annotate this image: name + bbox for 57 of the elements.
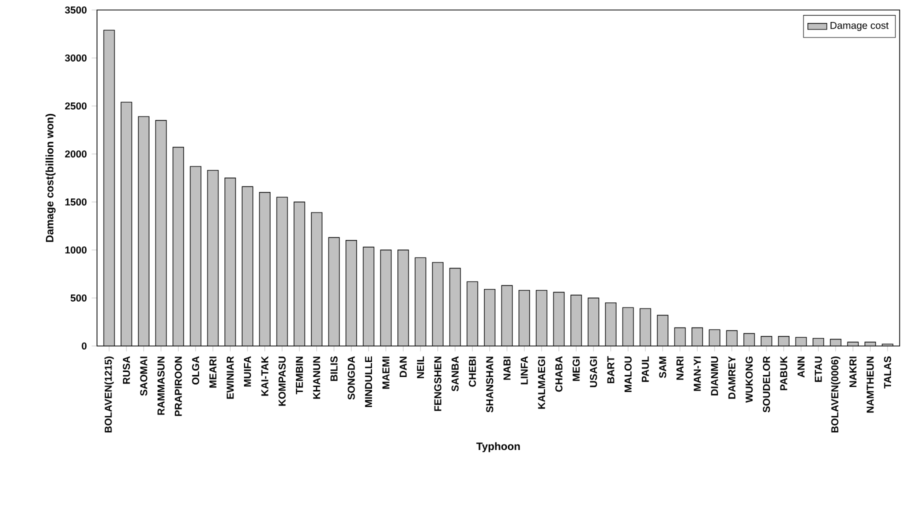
x-tick-label: ANN (798, 356, 804, 378)
x-tick-label: BOLAVEN(1215) (104, 356, 114, 432)
x-tick-label: PAUL (642, 356, 649, 382)
x-axis-title: Typhoon (476, 442, 520, 452)
x-tick-label: DIANMU (711, 356, 718, 396)
x-tick-label: SHANSHAN (486, 356, 494, 412)
y-tick-label: 0 (82, 342, 87, 350)
x-tick-label: SOUDELOR (762, 356, 770, 412)
x-tick-label: NEIL (417, 356, 424, 378)
x-tick-label: TALAS (884, 356, 892, 389)
x-tick-label: EWINIAR (226, 356, 234, 399)
x-tick-label: KALMAEGI (538, 356, 546, 409)
x-tick-label: USAGI (590, 356, 598, 388)
x-tick-label: SAOMAI (140, 356, 148, 396)
y-tick-label: 3500 (64, 6, 87, 14)
x-tick-label: MEARI (209, 356, 216, 388)
x-tick-label: MUIFA (244, 356, 251, 386)
x-tick-label: LINFA (520, 356, 528, 384)
x-tick-label: BOLAVEN(0006) (831, 356, 840, 432)
x-tick-label: WUKONG (746, 356, 753, 403)
x-tick-label: SANBA (452, 356, 459, 392)
x-tick-label: BILIS (330, 356, 338, 381)
x-tick-label: NAKRI (850, 356, 856, 388)
x-tick-label: KOMPASU (278, 356, 286, 406)
x-tick-label: MAEMI (382, 356, 390, 389)
y-tick-label: 500 (70, 294, 87, 302)
x-tick-label: DAMREY (728, 356, 736, 399)
x-tick-label: OLGA (192, 356, 200, 384)
y-tick-label: 1000 (65, 246, 87, 254)
x-tick-label: NABI (504, 356, 510, 380)
x-tick-label: SONGDA (348, 356, 355, 400)
x-tick-label: RAMMASUN (157, 356, 165, 415)
x-tick-label: BART (607, 356, 614, 384)
y-tick-label: 3000 (64, 54, 87, 62)
x-tick-label: RUSA (122, 356, 130, 384)
y-axis-title: Damage cost(billion won) (46, 114, 56, 242)
x-tick-label: TEMBIN (296, 356, 303, 394)
x-tick-label: KAI-TAK (261, 356, 268, 396)
x-tick-label: NARI (676, 356, 684, 380)
x-tick-label: MINDULLE (365, 356, 372, 408)
x-tick-label: MEGI (572, 356, 580, 381)
x-tick-label: DAN (400, 356, 407, 378)
legend-label: Damage cost (830, 22, 889, 31)
x-tick-label: SAM (659, 356, 666, 378)
x-tick-label: PRAPIROON (174, 356, 182, 416)
x-tick-label: KHANUN (313, 356, 320, 399)
x-tick-label: ETAU (814, 356, 822, 382)
x-tick-label: MAN-YI (694, 356, 701, 391)
x-tick-label: CHEBI (468, 356, 476, 387)
x-tick-label: PABUK (780, 356, 788, 390)
y-tick-label: 2000 (65, 150, 87, 158)
y-tick-label: 2500 (65, 102, 87, 110)
y-tick-label: 1500 (65, 198, 87, 206)
x-tick-label: NAMTHEUN (866, 356, 874, 413)
x-tick-label: CHABA (555, 356, 562, 392)
x-tick-label: MALOU (624, 356, 632, 392)
x-tick-label: FENGSHEN (434, 356, 442, 411)
